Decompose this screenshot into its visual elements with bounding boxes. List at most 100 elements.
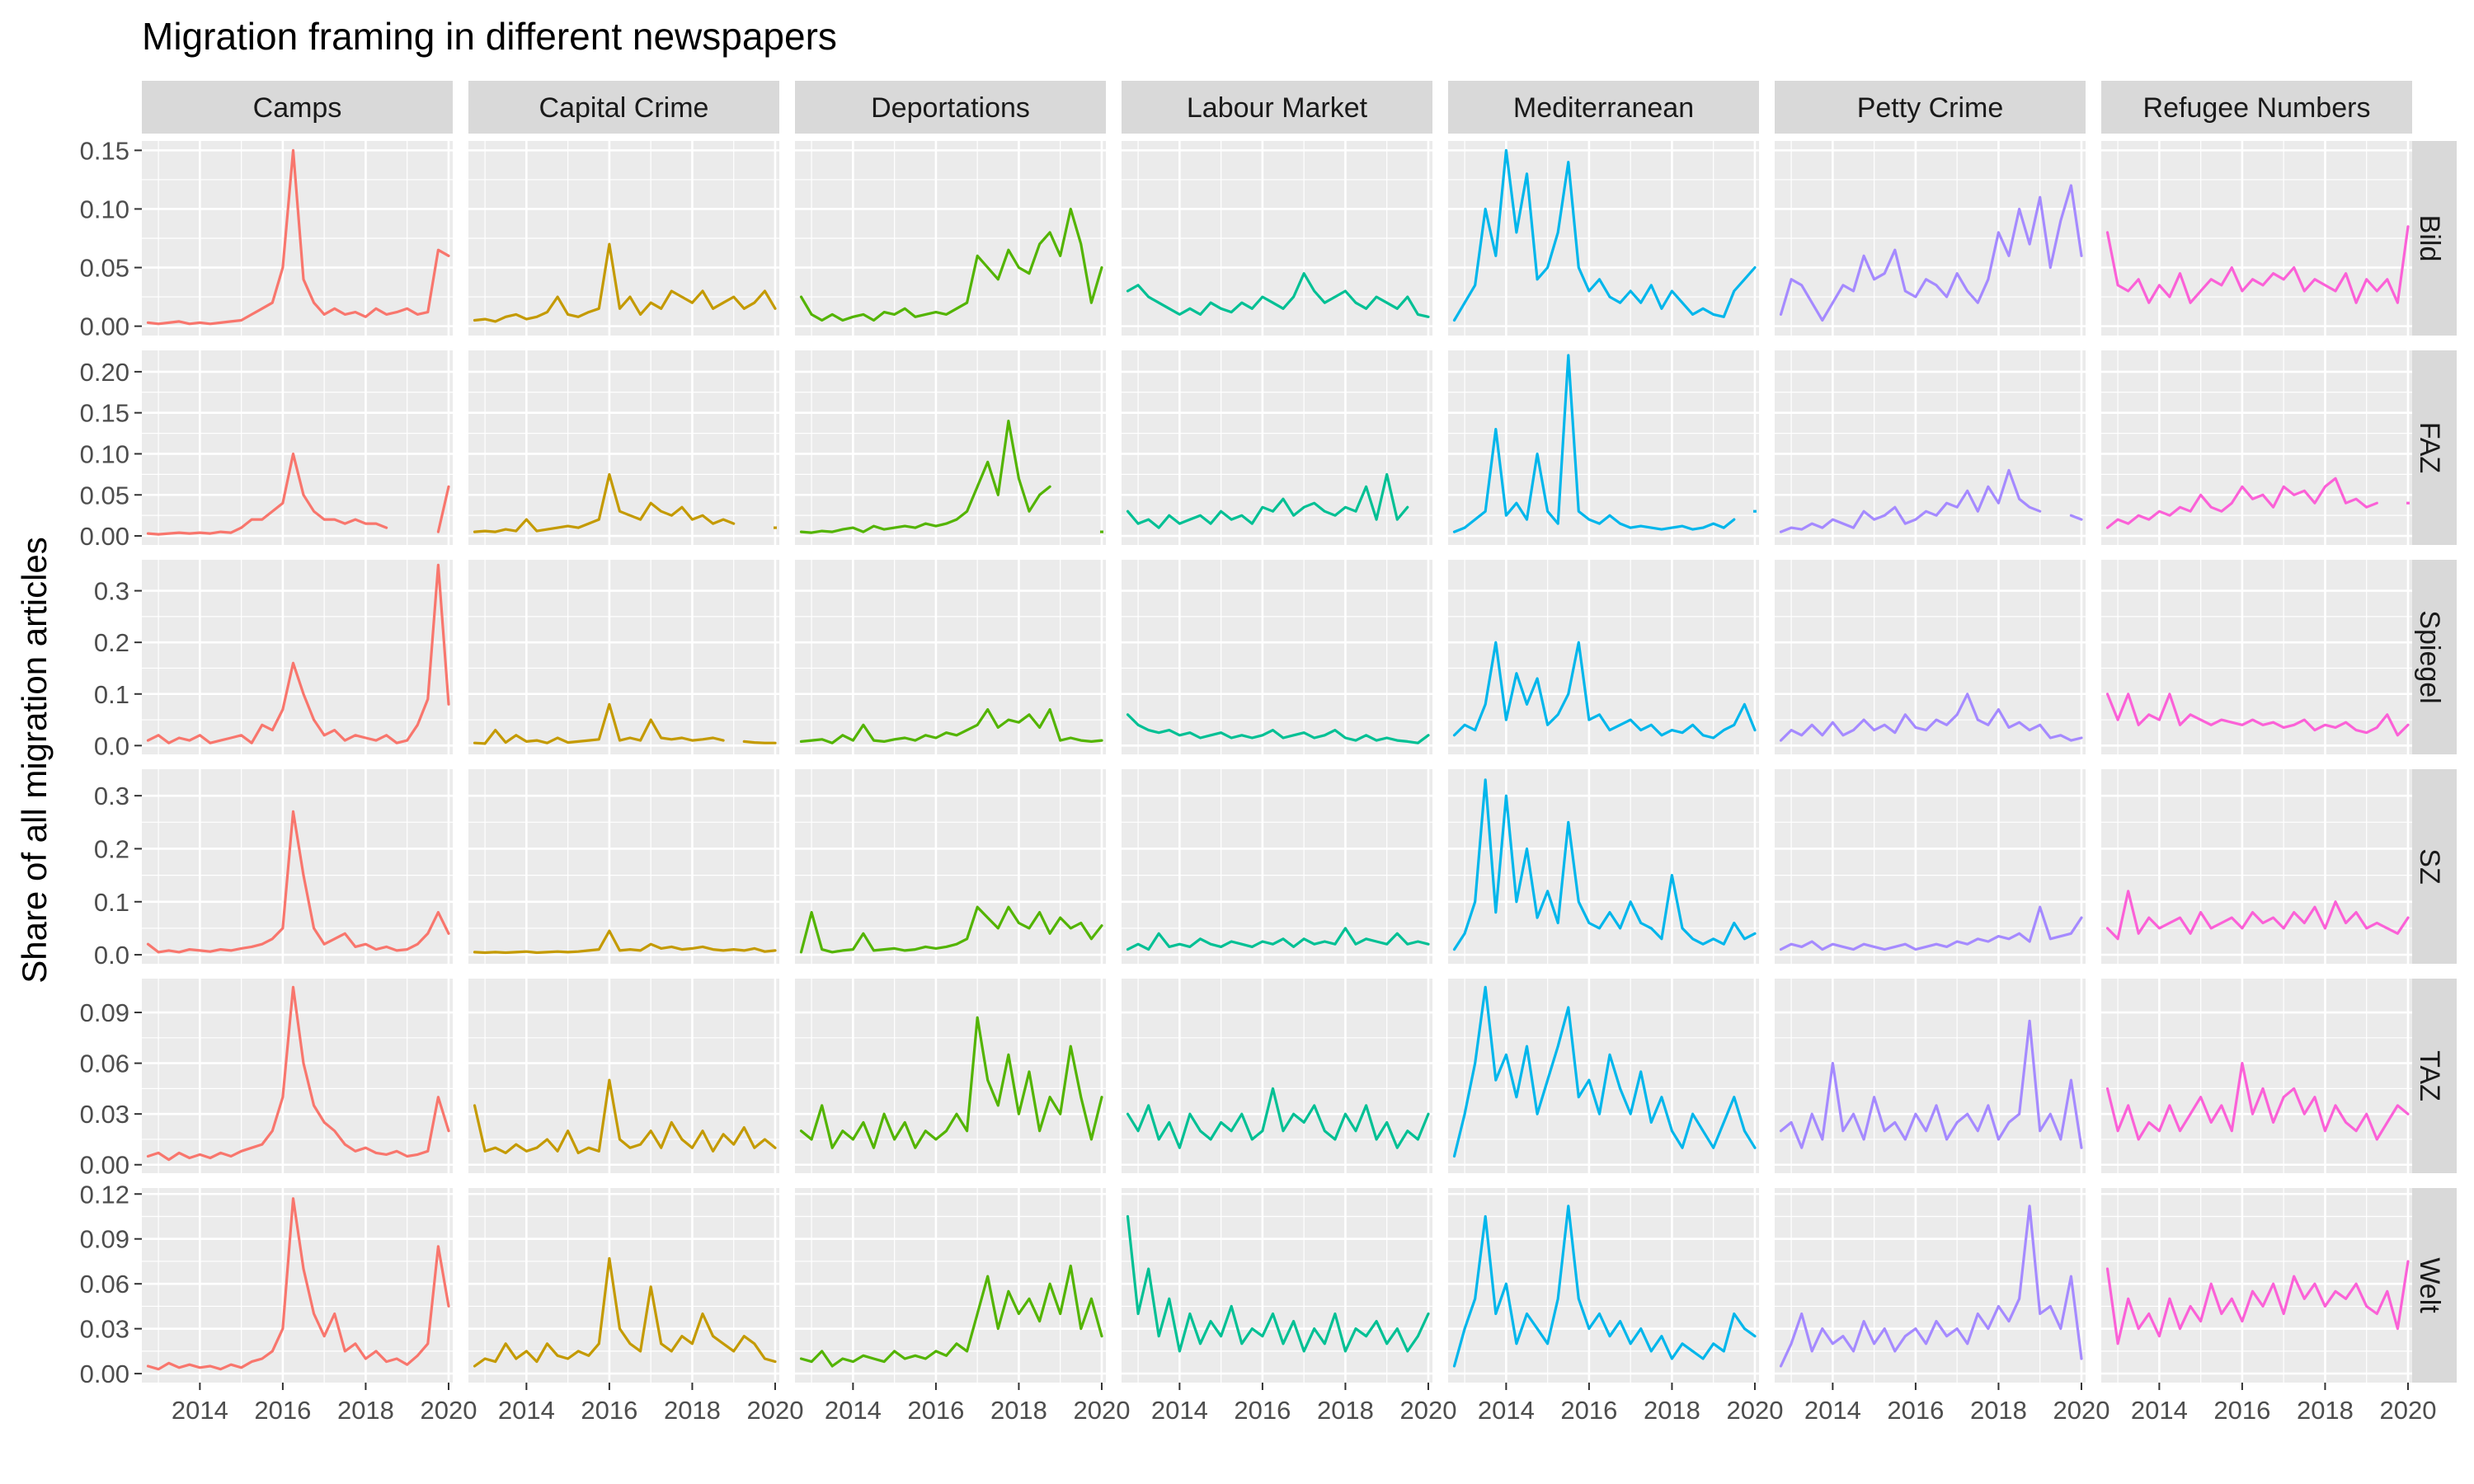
x-tick-label: 2016 bbox=[1887, 1396, 1944, 1425]
series-line-labour-market bbox=[1126, 713, 1430, 744]
x-tick-label: 2018 bbox=[337, 1396, 394, 1425]
series-line-capital-crime bbox=[473, 472, 736, 533]
panel-sz-camps bbox=[142, 769, 453, 964]
y-tick-label: 0.1 bbox=[94, 888, 129, 917]
panel-background bbox=[2101, 1188, 2412, 1383]
facet-strip-label: Mediterranean bbox=[1513, 92, 1694, 124]
panel-welt-capital-crime bbox=[468, 1188, 779, 1383]
panel-background bbox=[142, 560, 453, 754]
facet-strip-label: Camps bbox=[253, 92, 342, 124]
y-tick-label: 0.09 bbox=[80, 998, 129, 1027]
series-line-refugee-numbers bbox=[2105, 890, 2410, 941]
panel-sz-capital-crime bbox=[468, 769, 779, 964]
panel-background bbox=[1775, 1188, 2086, 1383]
x-tick-label: 2014 bbox=[1151, 1396, 1208, 1425]
facet-strip-label: SZ bbox=[2414, 848, 2445, 884]
panel-taz-petty-crime bbox=[1775, 979, 2086, 1173]
facet-strip-label: Welt bbox=[2414, 1257, 2445, 1313]
x-tick-label: 2018 bbox=[1317, 1396, 1374, 1425]
panel-faz-petty-crime bbox=[1775, 350, 2086, 545]
series-line-capital-crime bbox=[742, 740, 777, 744]
panel-bild-mediterranean bbox=[1448, 141, 1759, 336]
facet-strip-bild bbox=[2404, 141, 2457, 336]
series-line-petty-crime bbox=[1779, 1205, 2083, 1368]
series-line-deportations bbox=[799, 420, 1051, 534]
series-line-petty-crime bbox=[1779, 468, 2042, 533]
x-tick-label: 2020 bbox=[2379, 1396, 2436, 1425]
panel-background bbox=[1775, 560, 2086, 754]
x-tick-label: 2014 bbox=[1478, 1396, 1535, 1425]
panel-background bbox=[1122, 560, 1432, 754]
panel-spiegel-deportations bbox=[795, 560, 1106, 754]
y-tick-label: 0.1 bbox=[94, 680, 129, 709]
x-tick-label: 2020 bbox=[1073, 1396, 1130, 1425]
panel-welt-deportations bbox=[795, 1188, 1106, 1383]
series-line-camps bbox=[146, 1197, 450, 1371]
series-line-mediterranean bbox=[1452, 148, 1757, 322]
y-tick-label: 0.0 bbox=[94, 731, 129, 760]
facet-strip-camps bbox=[142, 81, 453, 134]
panel-background bbox=[1775, 979, 2086, 1173]
y-tick-label: 0.15 bbox=[80, 136, 129, 165]
series-line-petty-crime bbox=[1779, 693, 2083, 742]
facet-strip-refugee-numbers bbox=[2101, 81, 2412, 134]
panel-spiegel-camps bbox=[142, 560, 453, 754]
facet-strip-label: Deportations bbox=[871, 92, 1030, 124]
panel-background bbox=[142, 350, 453, 545]
panel-welt-refugee-numbers bbox=[2101, 1188, 2412, 1383]
panel-sz-deportations bbox=[795, 769, 1106, 964]
panel-spiegel-capital-crime bbox=[468, 560, 779, 754]
y-tick-label: 0.2 bbox=[94, 834, 129, 863]
chart-title: Migration framing in different newspaper… bbox=[142, 15, 837, 58]
x-tick-label: 2016 bbox=[907, 1396, 964, 1425]
x-tick-label: 2018 bbox=[1970, 1396, 2027, 1425]
panel-background bbox=[1448, 560, 1759, 754]
facet-strip-welt bbox=[2404, 1188, 2457, 1383]
panel-bild-capital-crime bbox=[468, 141, 779, 336]
panel-background bbox=[2101, 769, 2412, 964]
facet-strip-petty-crime bbox=[1775, 81, 2086, 134]
panel-sz-refugee-numbers bbox=[2101, 769, 2412, 964]
y-tick-label: 0.00 bbox=[80, 312, 129, 341]
facet-strip-label: Refugee Numbers bbox=[2143, 92, 2371, 124]
x-tick-label: 2014 bbox=[2131, 1396, 2188, 1425]
x-tick-label: 2014 bbox=[498, 1396, 555, 1425]
series-line-capital-crime bbox=[473, 1078, 777, 1155]
series-line-camps bbox=[146, 810, 450, 954]
x-tick-label: 2016 bbox=[581, 1396, 637, 1425]
series-line-camps bbox=[146, 148, 450, 326]
panel-welt-camps bbox=[142, 1188, 453, 1383]
panel-faz-refugee-numbers bbox=[2101, 350, 2412, 545]
panel-background bbox=[142, 1188, 453, 1383]
panel-taz-capital-crime bbox=[468, 979, 779, 1173]
panel-sz-labour-market bbox=[1122, 769, 1432, 964]
panel-background bbox=[468, 1188, 779, 1383]
series-line-deportations bbox=[799, 1016, 1103, 1149]
y-tick-label: 0.05 bbox=[80, 481, 129, 510]
panel-background bbox=[1448, 769, 1759, 964]
y-tick-label: 0.12 bbox=[80, 1180, 129, 1209]
panel-bild-petty-crime bbox=[1775, 141, 2086, 336]
series-line-refugee-numbers bbox=[2105, 1061, 2410, 1141]
y-tick-label: 0.2 bbox=[94, 628, 129, 657]
series-line-mediterranean bbox=[1452, 1205, 1757, 1368]
panel-bild-refugee-numbers bbox=[2101, 141, 2412, 336]
panel-background bbox=[1775, 769, 2086, 964]
series-line-refugee-numbers bbox=[2105, 477, 2378, 529]
facet-strip-labour-market bbox=[1122, 81, 1432, 134]
panel-faz-deportations bbox=[795, 350, 1106, 545]
x-tick-label: 2018 bbox=[664, 1396, 721, 1425]
panel-faz-camps bbox=[142, 350, 453, 545]
panel-background bbox=[468, 560, 779, 754]
panel-faz-labour-market bbox=[1122, 350, 1432, 545]
panel-taz-mediterranean bbox=[1448, 979, 1759, 1173]
panel-background bbox=[468, 769, 779, 964]
series-line-deportations bbox=[799, 1264, 1103, 1368]
panel-spiegel-petty-crime bbox=[1775, 560, 2086, 754]
series-line-deportations bbox=[799, 905, 1103, 954]
series-line-labour-market bbox=[1126, 927, 1430, 951]
panel-background bbox=[1122, 979, 1432, 1173]
facet-strip-label: FAZ bbox=[2414, 422, 2445, 473]
facet-strip-faz bbox=[2404, 350, 2457, 545]
